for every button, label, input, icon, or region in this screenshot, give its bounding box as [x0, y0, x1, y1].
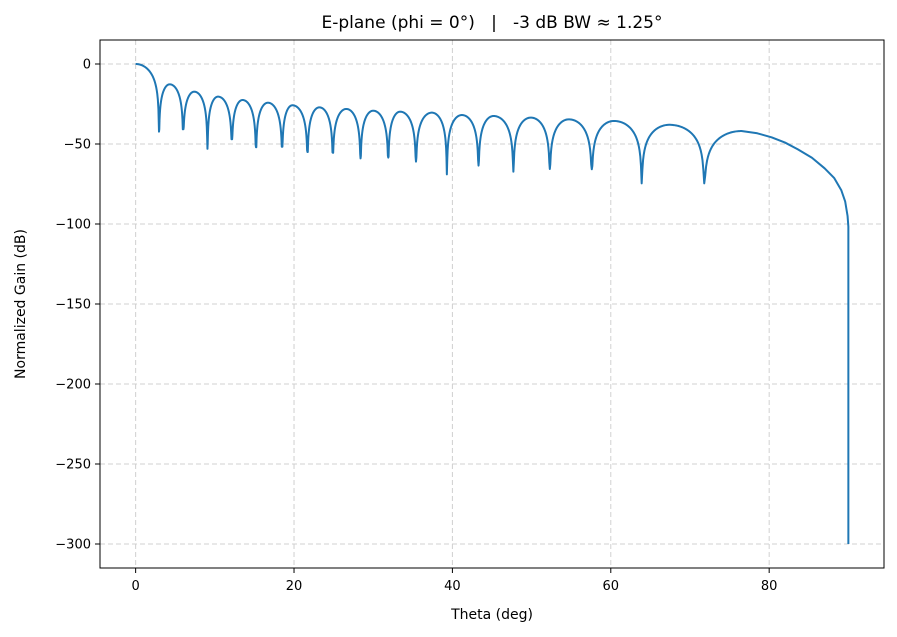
y-tick-label: −100	[55, 218, 91, 233]
y-axis-label: Normalized Gain (dB)	[13, 229, 29, 379]
y-tick-label: −250	[55, 458, 91, 473]
ticks: 0 20 40 60 80 0 −50 −100 −150 −200 −250 −300	[55, 58, 777, 595]
series	[135, 63, 850, 544]
x-tick-label: 20	[286, 579, 303, 594]
x-tick-label: 80	[761, 579, 778, 594]
y-tick-label: −200	[55, 378, 91, 393]
y-tick-label: −300	[55, 538, 91, 553]
gain-pattern-line	[135, 63, 850, 544]
y-tick-label: 0	[83, 58, 91, 73]
y-tick-label: −150	[55, 298, 91, 313]
chart-title: E-plane (phi = 0°) | -3 dB BW ≈ 1.25°	[322, 13, 663, 33]
x-tick-label: 0	[131, 579, 139, 594]
grid	[100, 40, 884, 568]
y-tick-label: −50	[64, 138, 91, 153]
x-tick-label: 40	[444, 579, 461, 594]
plot-frame	[99, 39, 885, 569]
x-tick-label: 60	[603, 579, 620, 594]
x-axis-label: Theta (deg)	[450, 607, 533, 623]
